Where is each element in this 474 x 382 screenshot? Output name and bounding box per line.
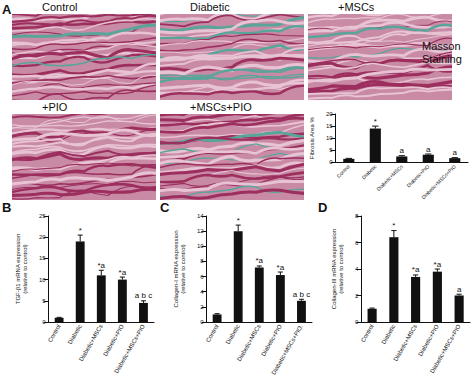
svg-text:*: * — [79, 226, 82, 235]
svg-text:8: 8 — [200, 258, 204, 264]
svg-text:*a: *a — [119, 268, 127, 277]
svg-text:14: 14 — [197, 213, 204, 219]
svg-text:Diabetic: Diabetic — [225, 323, 241, 345]
svg-text:Collagen-I mRNA expression: Collagen-I mRNA expression — [173, 230, 179, 307]
svg-text:Diabetic: Diabetic — [380, 323, 396, 345]
svg-text:2: 2 — [355, 293, 359, 299]
html-text:+MSCs: +MSCs — [338, 1, 375, 13]
svg-text:4: 4 — [355, 266, 359, 272]
svg-text:15: 15 — [326, 123, 333, 129]
svg-text:10: 10 — [326, 135, 333, 141]
svg-text:Control: Control — [335, 163, 351, 179]
svg-text:20: 20 — [39, 234, 46, 240]
svg-text:(relative to control): (relative to control) — [338, 244, 344, 294]
svg-text:(relative to control): (relative to control) — [180, 244, 186, 294]
svg-text:Control: Control — [205, 323, 220, 343]
svg-text:Collagen-III mRNA expression: Collagen-III mRNA expression — [331, 229, 337, 309]
svg-text:15: 15 — [39, 255, 46, 261]
svg-text:*a: *a — [277, 263, 285, 272]
html-text:Diabetic: Diabetic — [190, 1, 230, 13]
svg-text:Diabetic+MSCs+PIO: Diabetic+MSCs+PIO — [429, 323, 462, 374]
svg-text:*a: *a — [98, 261, 106, 270]
html-text:Control: Control — [42, 1, 78, 13]
svg-text:Diabetic+MSCs: Diabetic+MSCs — [392, 323, 418, 362]
svg-text:Diabetic+MSCs: Diabetic+MSCs — [78, 323, 104, 362]
svg-text:*a: *a — [256, 256, 264, 265]
svg-text:a b c: a b c — [293, 290, 310, 299]
svg-text:*: * — [237, 216, 240, 225]
svg-text:Diabetic: Diabetic — [67, 323, 83, 345]
svg-text:(relative to control): (relative to control) — [22, 244, 28, 294]
html-text:D: D — [318, 200, 328, 215]
svg-text:Diabetic: Diabetic — [360, 163, 377, 180]
svg-text:6: 6 — [355, 240, 359, 246]
svg-text:Diabetic+MSCs+PIO: Diabetic+MSCs+PIO — [420, 163, 457, 200]
svg-text:8: 8 — [355, 213, 359, 219]
svg-text:Fibrosis Area %: Fibrosis Area % — [309, 117, 315, 160]
svg-text:25: 25 — [39, 213, 46, 219]
svg-text:Diabetic+MSCs+PIO.: Diabetic+MSCs+PIO. — [270, 323, 304, 376]
svg-text:10: 10 — [39, 277, 46, 283]
html-text:+PIO: +PIO — [42, 101, 68, 113]
svg-text:Diabetic+PIO: Diabetic+PIO — [417, 323, 440, 357]
svg-text:*: * — [392, 221, 395, 230]
svg-text:0: 0 — [42, 319, 46, 325]
svg-text:*a: *a — [412, 265, 420, 274]
svg-text:12: 12 — [197, 228, 204, 234]
svg-text:Control: Control — [47, 323, 62, 343]
svg-text:2: 2 — [200, 304, 204, 310]
svg-text:Diabetic+MSCs: Diabetic+MSCs — [236, 323, 262, 362]
svg-text:0: 0 — [200, 319, 204, 325]
html-text:B: B — [2, 200, 12, 215]
svg-text:Control: Control — [360, 323, 375, 343]
svg-text:5: 5 — [329, 147, 333, 153]
svg-text:Diabetic+MSCs+PIO: Diabetic+MSCs+PIO — [113, 323, 146, 374]
svg-text:*: * — [374, 117, 377, 126]
svg-text:5: 5 — [42, 298, 46, 304]
svg-text:Diabetic+PIO: Diabetic+PIO — [405, 163, 430, 188]
svg-text:6: 6 — [200, 274, 204, 280]
svg-text:4: 4 — [200, 289, 204, 295]
svg-text:*a: *a — [434, 260, 442, 269]
svg-text:a b c: a b c — [135, 291, 152, 300]
svg-text:Diabetic+PIO: Diabetic+PIO — [260, 323, 283, 357]
svg-text:a: a — [453, 148, 458, 157]
html-text:A: A — [2, 2, 12, 17]
svg-text:a: a — [457, 285, 462, 294]
svg-text:a: a — [400, 146, 405, 155]
svg-text:10: 10 — [197, 243, 204, 249]
html-text:C: C — [160, 200, 170, 215]
html-text:+MSCs+PIO: +MSCs+PIO — [190, 101, 252, 113]
svg-text:Diabetic+PIO: Diabetic+PIO — [102, 323, 125, 357]
svg-text:TGF-β1 mRNA expression: TGF-β1 mRNA expression — [15, 234, 21, 304]
svg-text:0: 0 — [355, 319, 359, 325]
html-text:Masson Staining: Masson Staining — [422, 40, 462, 65]
svg-text:Diabetic+MSCs: Diabetic+MSCs — [375, 163, 404, 192]
svg-text:0: 0 — [329, 159, 333, 165]
svg-text:20: 20 — [326, 111, 333, 117]
svg-text:a: a — [426, 145, 431, 154]
